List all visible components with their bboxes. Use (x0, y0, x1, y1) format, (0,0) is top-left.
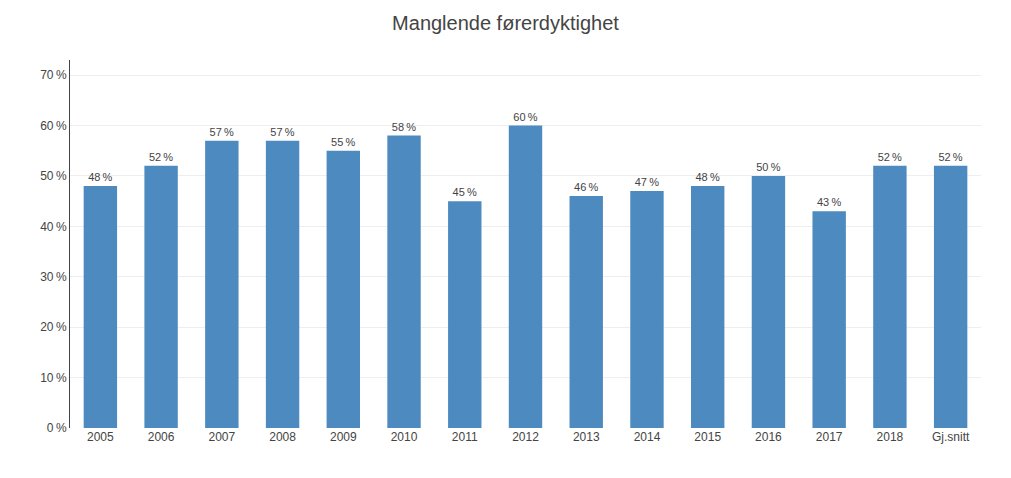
svg-text:20 %: 20 % (40, 320, 67, 334)
svg-text:55 %: 55 % (331, 136, 355, 148)
svg-text:52 %: 52 % (878, 151, 902, 163)
svg-text:2005: 2005 (87, 430, 114, 444)
svg-text:2012: 2012 (512, 430, 539, 444)
svg-text:2015: 2015 (694, 430, 721, 444)
svg-text:58 %: 58 % (392, 121, 416, 133)
svg-text:10 %: 10 % (40, 371, 67, 385)
svg-text:46 %: 46 % (574, 181, 598, 193)
svg-text:40 %: 40 % (40, 220, 67, 234)
svg-text:2008: 2008 (269, 430, 296, 444)
svg-text:2013: 2013 (573, 430, 600, 444)
svg-text:47 %: 47 % (635, 176, 659, 188)
svg-text:2010: 2010 (391, 430, 418, 444)
svg-text:57 %: 57 % (270, 126, 294, 138)
svg-text:2017: 2017 (816, 430, 843, 444)
svg-text:57 %: 57 % (210, 126, 234, 138)
svg-text:70 %: 70 % (40, 68, 67, 82)
svg-text:2009: 2009 (330, 430, 357, 444)
svg-text:60 %: 60 % (513, 111, 537, 123)
svg-text:60 %: 60 % (40, 119, 67, 133)
svg-text:2018: 2018 (877, 430, 904, 444)
svg-text:2011: 2011 (452, 430, 478, 444)
svg-text:52 %: 52 % (149, 151, 173, 163)
svg-text:43 %: 43 % (817, 196, 841, 208)
svg-text:Manglende førerdyktighet: Manglende førerdyktighet (392, 12, 619, 34)
svg-text:48 %: 48 % (695, 171, 719, 183)
svg-text:48 %: 48 % (88, 171, 112, 183)
svg-text:50 %: 50 % (756, 161, 780, 173)
svg-text:2014: 2014 (634, 430, 661, 444)
svg-text:2016: 2016 (755, 430, 782, 444)
svg-text:45 %: 45 % (453, 186, 477, 198)
svg-text:2007: 2007 (208, 430, 235, 444)
svg-text:50 %: 50 % (40, 169, 67, 183)
svg-text:52 %: 52 % (938, 151, 962, 163)
svg-text:30 %: 30 % (40, 270, 67, 284)
svg-text:2006: 2006 (148, 430, 175, 444)
svg-text:Gj.snitt: Gj.snitt (932, 430, 970, 444)
svg-text:0 %: 0 % (47, 421, 67, 435)
